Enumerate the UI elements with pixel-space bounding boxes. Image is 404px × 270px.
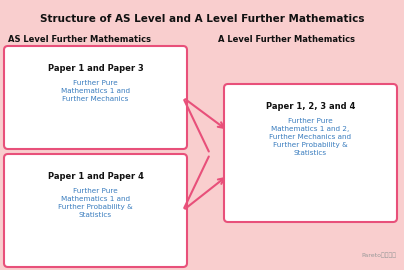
Text: Further Pure
Mathematics 1 and 2,
Further Mechanics and
Further Probability &
St: Further Pure Mathematics 1 and 2, Furthe… bbox=[269, 118, 351, 156]
Text: AS Level Further Mathematics: AS Level Further Mathematics bbox=[8, 35, 151, 44]
FancyBboxPatch shape bbox=[4, 154, 187, 267]
Text: Paper 1 and Paper 3: Paper 1 and Paper 3 bbox=[48, 64, 143, 73]
Text: Structure of AS Level and A Level Further Mathematics: Structure of AS Level and A Level Furthe… bbox=[40, 14, 364, 24]
Text: Paper 1, 2, 3 and 4: Paper 1, 2, 3 and 4 bbox=[266, 102, 355, 111]
FancyBboxPatch shape bbox=[224, 84, 397, 222]
Text: Paper 1 and Paper 4: Paper 1 and Paper 4 bbox=[48, 172, 143, 181]
Text: Further Pure
Mathematics 1 and
Further Probability &
Statistics: Further Pure Mathematics 1 and Further P… bbox=[58, 188, 133, 218]
Text: Further Pure
Mathematics 1 and
Further Mechanics: Further Pure Mathematics 1 and Further M… bbox=[61, 80, 130, 102]
Text: A Level Further Mathematics: A Level Further Mathematics bbox=[218, 35, 355, 44]
Text: Pareto二八国际: Pareto二八国际 bbox=[361, 252, 396, 258]
FancyBboxPatch shape bbox=[4, 46, 187, 149]
